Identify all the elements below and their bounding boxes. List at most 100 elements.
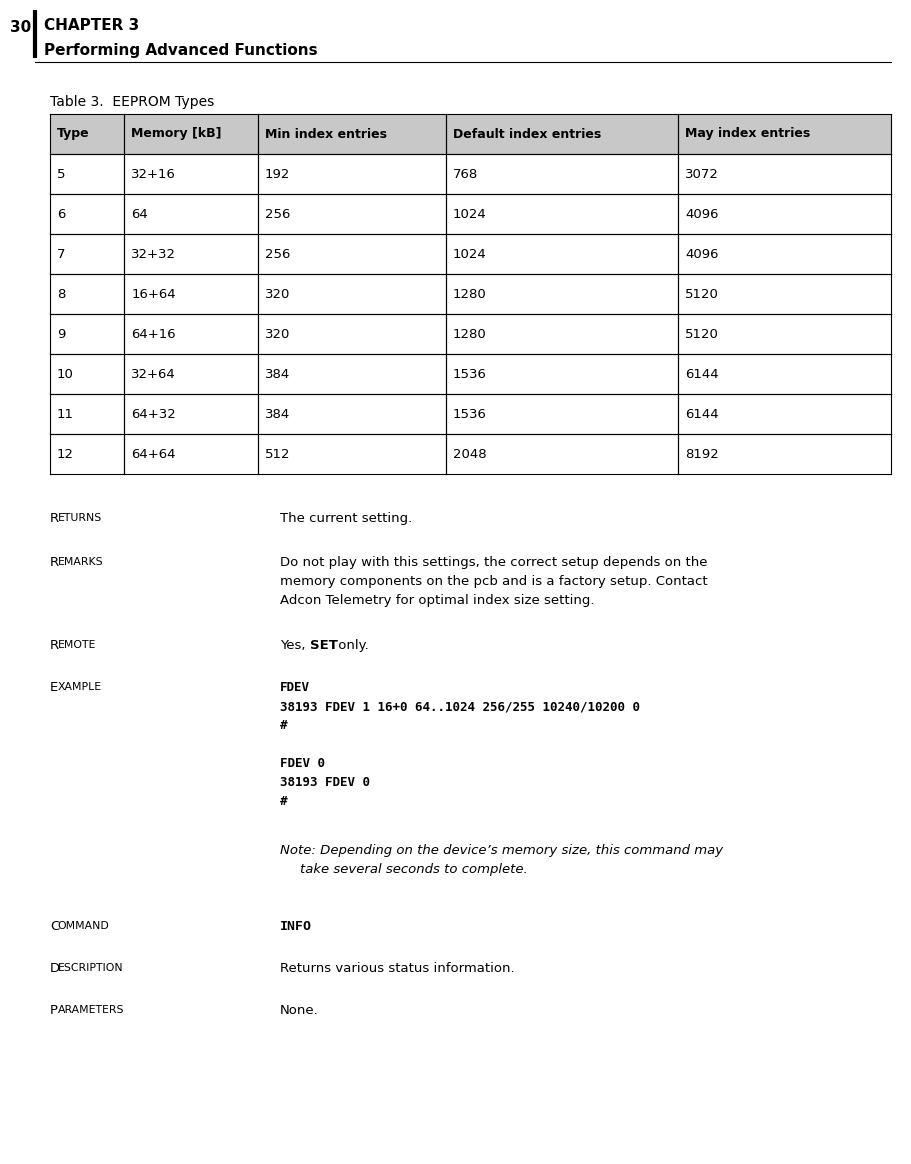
Text: FDEV: FDEV: [280, 681, 310, 694]
Text: Memory [kB]: Memory [kB]: [131, 128, 221, 141]
Text: 256: 256: [265, 207, 290, 220]
Text: #: #: [280, 795, 288, 808]
Text: memory components on the pcb and is a factory setup. Contact: memory components on the pcb and is a fa…: [280, 575, 708, 588]
Bar: [445, 114, 679, 154]
Text: ARAMETERS: ARAMETERS: [57, 1005, 124, 1015]
Text: 64+64: 64+64: [131, 447, 176, 461]
Text: 3072: 3072: [685, 168, 719, 180]
Bar: [124, 154, 258, 194]
Text: Adcon Telemetry for optimal index size setting.: Adcon Telemetry for optimal index size s…: [280, 594, 595, 606]
Text: D: D: [50, 961, 60, 975]
Text: FDEV 0: FDEV 0: [280, 757, 325, 771]
Text: R: R: [50, 512, 59, 525]
Text: only.: only.: [334, 639, 369, 652]
Text: XAMPLE: XAMPLE: [57, 682, 102, 693]
Text: Note: Depending on the device’s memory size, this command may: Note: Depending on the device’s memory s…: [280, 844, 723, 857]
Text: 768: 768: [453, 168, 478, 180]
Bar: [258, 274, 445, 314]
Bar: [258, 393, 445, 434]
Text: 6144: 6144: [685, 368, 719, 381]
Bar: [124, 114, 258, 154]
Text: 10: 10: [57, 368, 74, 381]
Text: Min index entries: Min index entries: [265, 128, 387, 141]
Text: 64: 64: [131, 207, 148, 220]
Bar: [124, 314, 258, 354]
Bar: [258, 154, 445, 194]
Text: 38193 FDEV 1 16+0 64..1024 256/255 10240/10200 0: 38193 FDEV 1 16+0 64..1024 256/255 10240…: [280, 700, 640, 714]
Bar: [679, 154, 891, 194]
Bar: [124, 434, 258, 474]
Text: Default index entries: Default index entries: [453, 128, 601, 141]
Text: 384: 384: [265, 407, 290, 420]
Bar: [50, 234, 124, 274]
Text: SET: SET: [310, 639, 338, 652]
Text: #: #: [280, 719, 288, 732]
Text: The current setting.: The current setting.: [280, 512, 413, 525]
Bar: [124, 234, 258, 274]
Text: E: E: [50, 681, 58, 694]
Bar: [679, 234, 891, 274]
Bar: [679, 434, 891, 474]
Text: P: P: [50, 1005, 58, 1017]
Bar: [50, 114, 124, 154]
Bar: [445, 354, 679, 393]
Text: 6: 6: [57, 207, 66, 220]
Bar: [258, 194, 445, 234]
Text: ETURNS: ETURNS: [57, 513, 102, 523]
Bar: [445, 393, 679, 434]
Bar: [258, 234, 445, 274]
Text: 320: 320: [265, 327, 290, 341]
Text: 32+16: 32+16: [131, 168, 176, 180]
Text: 8192: 8192: [685, 447, 719, 461]
Text: Yes,: Yes,: [280, 639, 310, 652]
Bar: [445, 234, 679, 274]
Text: 11: 11: [57, 407, 74, 420]
Bar: [50, 314, 124, 354]
Text: R: R: [50, 639, 59, 652]
Text: 4096: 4096: [685, 207, 719, 220]
Bar: [124, 194, 258, 234]
Text: 320: 320: [265, 288, 290, 300]
Text: 5120: 5120: [685, 288, 719, 300]
Text: 16+64: 16+64: [131, 288, 176, 300]
Text: 64+16: 64+16: [131, 327, 176, 341]
Text: 1280: 1280: [453, 327, 486, 341]
Text: May index entries: May index entries: [685, 128, 811, 141]
Text: Performing Advanced Functions: Performing Advanced Functions: [44, 43, 318, 57]
Text: 38193 FDEV 0: 38193 FDEV 0: [280, 776, 370, 789]
Text: OMMAND: OMMAND: [57, 921, 109, 931]
Text: 12: 12: [57, 447, 74, 461]
Bar: [124, 354, 258, 393]
Text: 2048: 2048: [453, 447, 486, 461]
Text: 1280: 1280: [453, 288, 486, 300]
Text: 6144: 6144: [685, 407, 719, 420]
Bar: [679, 354, 891, 393]
Text: ESCRIPTION: ESCRIPTION: [57, 963, 123, 973]
Text: 30: 30: [10, 21, 31, 35]
Text: 32+32: 32+32: [131, 248, 176, 261]
Bar: [258, 354, 445, 393]
Text: None.: None.: [280, 1005, 319, 1017]
Bar: [50, 434, 124, 474]
Text: 1024: 1024: [453, 248, 486, 261]
Bar: [50, 154, 124, 194]
Bar: [50, 354, 124, 393]
Bar: [50, 274, 124, 314]
Bar: [445, 314, 679, 354]
Text: 7: 7: [57, 248, 66, 261]
Text: 9: 9: [57, 327, 66, 341]
Text: 5120: 5120: [685, 327, 719, 341]
Bar: [258, 314, 445, 354]
Text: EMARKS: EMARKS: [57, 558, 103, 567]
Text: 1536: 1536: [453, 407, 486, 420]
Text: R: R: [50, 556, 59, 569]
Bar: [445, 274, 679, 314]
Bar: [50, 194, 124, 234]
Bar: [445, 194, 679, 234]
Text: C: C: [50, 920, 59, 934]
Text: 8: 8: [57, 288, 66, 300]
Text: Table 3.  EEPROM Types: Table 3. EEPROM Types: [50, 95, 214, 109]
Text: 4096: 4096: [685, 248, 719, 261]
Bar: [679, 274, 891, 314]
Bar: [445, 434, 679, 474]
